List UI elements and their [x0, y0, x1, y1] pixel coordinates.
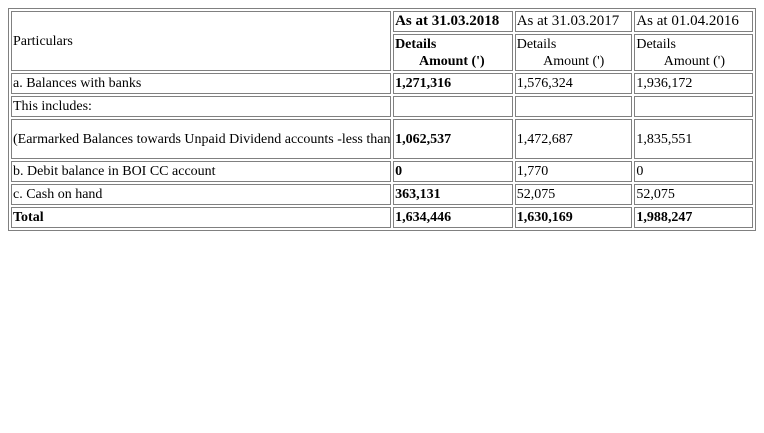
table-row: c. Cash on hand 363,131 52,075 52,075 [11, 184, 753, 205]
particulars-header: Particulars [11, 11, 392, 71]
total-value-2017: 1,630,169 [514, 207, 633, 228]
row-value-2018: 363,131 [393, 184, 513, 205]
row-value-2017: 1,770 [514, 161, 633, 182]
balances-table: Particulars As at 31.03.2018 As at 31.03… [8, 8, 756, 231]
row-value-2016: 52,075 [634, 184, 753, 205]
subheader-2017: Details Amount (') [514, 34, 633, 71]
row-label: b. Debit balance in BOI CC account [11, 161, 392, 182]
subheader-2016: Details Amount (') [634, 34, 753, 71]
row-value-2017: 1,576,324 [514, 73, 633, 94]
row-label: a. Balances with banks [11, 73, 392, 94]
row-value-2016: 1,936,172 [634, 73, 753, 94]
header-row: Particulars As at 31.03.2018 As at 31.03… [11, 11, 753, 71]
amount-label: Amount (') [543, 53, 605, 69]
row-value-2017: 52,075 [514, 184, 633, 205]
row-label: This includes: [11, 96, 392, 117]
row-value-2018: 1,062,537 [393, 119, 513, 159]
details-label: Details [516, 36, 557, 52]
total-label: Total [11, 207, 392, 228]
row-value-2017: 1,472,687 [514, 119, 633, 159]
col-header-2018: As at 31.03.2018 [393, 11, 513, 32]
table-row: b. Debit balance in BOI CC account 0 1,7… [11, 161, 753, 182]
col-header-2017: As at 31.03.2017 [514, 11, 633, 32]
row-value-2016: 1,835,551 [634, 119, 753, 159]
col-header-2016: As at 01.04.2016 [634, 11, 753, 32]
row-value-2018 [393, 96, 513, 117]
amount-label: Amount (') [663, 53, 725, 69]
row-value-2018: 0 [393, 161, 513, 182]
details-label: Details [395, 36, 437, 52]
row-value-2017 [514, 96, 633, 117]
details-label: Details [636, 36, 676, 52]
total-value-2016: 1,988,247 [634, 207, 753, 228]
table-row: This includes: [11, 96, 753, 117]
row-value-2016: 0 [634, 161, 753, 182]
subheader-2018: Details Amount (') [393, 34, 513, 71]
row-value-2016 [634, 96, 753, 117]
row-label: (Earmarked Balances towards Unpaid Divid… [11, 119, 392, 159]
row-value-2018: 1,271,316 [393, 73, 513, 94]
table-row: (Earmarked Balances towards Unpaid Divid… [11, 119, 753, 159]
total-value-2018: 1,634,446 [393, 207, 513, 228]
amount-label: Amount (') [418, 53, 485, 69]
total-row: Total 1,634,446 1,630,169 1,988,247 [11, 207, 753, 228]
table-row: a. Balances with banks 1,271,316 1,576,3… [11, 73, 753, 94]
subheader-row: Details Amount (') Details Amount (') De… [11, 34, 753, 71]
row-label: c. Cash on hand [11, 184, 392, 205]
